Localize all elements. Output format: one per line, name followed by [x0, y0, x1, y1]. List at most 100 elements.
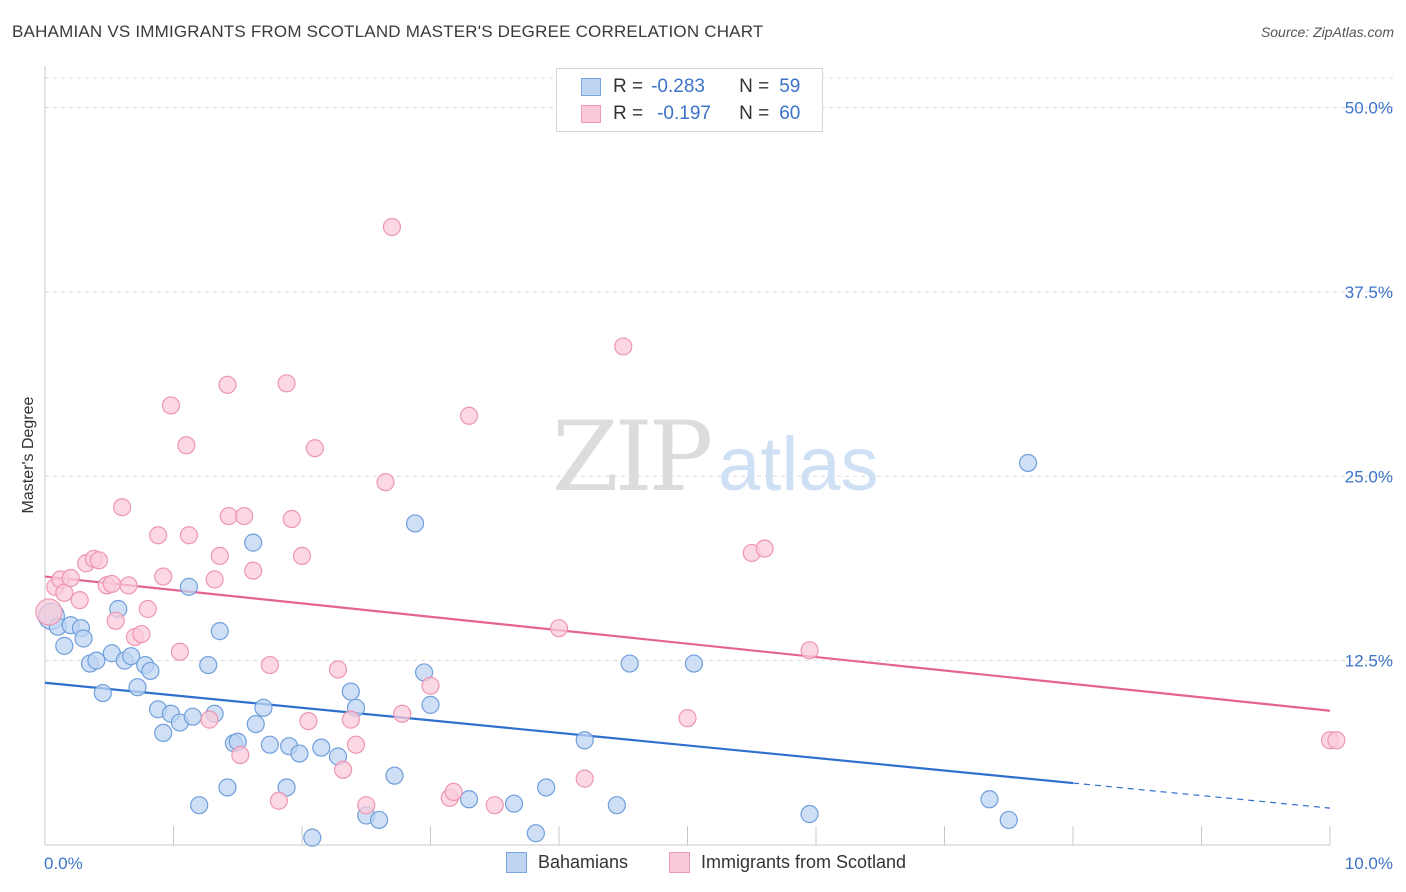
- bahamian-point: [74, 629, 93, 648]
- scotland-point: [231, 745, 250, 765]
- scotland-point: [299, 711, 318, 731]
- bahamian-point: [607, 796, 626, 815]
- bahamian-trend-extension: [1072, 782, 1331, 809]
- scotland-point: [102, 574, 121, 594]
- scotland-point: [393, 704, 412, 723]
- legend-item-scotland[interactable]: Immigrants from Scotland: [669, 852, 906, 873]
- bahamian-trend-line: [44, 681, 1074, 785]
- bahamian-point: [254, 698, 273, 717]
- scotland-point: [218, 375, 237, 394]
- legend-n-value: 60: [779, 103, 801, 124]
- scotland-point: [210, 546, 229, 566]
- legend-r-value: -0.283: [651, 76, 705, 97]
- y-tick-label: 37.5%: [1345, 283, 1393, 302]
- bahamian-point: [154, 723, 173, 743]
- scotland-point: [170, 642, 190, 661]
- scotland-point: [205, 570, 224, 589]
- chart-title: BAHAMIAN VS IMMIGRANTS FROM SCOTLAND MAS…: [12, 22, 764, 41]
- scotland-point: [575, 769, 594, 788]
- scatter-points: [35, 217, 1346, 847]
- y-tick-label: 50.0%: [1345, 99, 1393, 118]
- bahamian-point: [128, 678, 147, 697]
- scotland-point: [269, 791, 288, 810]
- watermark-atlas: atlas: [718, 422, 879, 507]
- bahamian-point: [183, 707, 202, 726]
- bahamian-point: [93, 683, 112, 703]
- legend-series-label: Immigrants from Scotland: [701, 852, 907, 872]
- axes: [44, 66, 1331, 846]
- scotland-point: [444, 782, 463, 802]
- bahamian-point: [980, 790, 999, 809]
- trend-lines: [44, 575, 1331, 809]
- blue-swatch-icon: [506, 852, 527, 873]
- scotland-trend-line: [44, 575, 1331, 712]
- scotland-point: [292, 546, 312, 566]
- legend-n-value: 59: [779, 76, 801, 97]
- bahamian-point: [246, 714, 265, 734]
- scotland-point: [179, 526, 199, 545]
- pink-swatch-icon: [581, 105, 601, 123]
- x-tick-label: 0.0%: [44, 854, 83, 873]
- bahamian-point: [1018, 453, 1038, 473]
- scotland-point: [334, 760, 353, 779]
- bahamian-point: [55, 636, 74, 655]
- y-tick-label: 12.5%: [1345, 652, 1393, 671]
- bahamian-point: [620, 654, 639, 673]
- scotland-point: [346, 735, 366, 754]
- scotland-point: [459, 406, 479, 425]
- bahamian-point: [385, 766, 404, 785]
- source-label: Source: ZipAtlas.com: [1260, 24, 1394, 40]
- bahamian-point: [199, 655, 218, 675]
- bahamian-point: [537, 778, 556, 797]
- x-tick-label: 10.0%: [1345, 854, 1393, 873]
- bahamian-point: [405, 514, 425, 533]
- scotland-point: [421, 676, 440, 695]
- legend-row-scotland: R = -0.197 N = 60: [581, 102, 800, 126]
- correlation-legend: R = -0.283 N = 59 R = -0.197 N = 60: [556, 68, 823, 132]
- legend-series-label: Bahamians: [538, 852, 629, 872]
- legend-item-bahamians[interactable]: Bahamians: [506, 852, 628, 873]
- bahamian-point: [210, 622, 229, 641]
- bahamian-point: [684, 654, 704, 673]
- bahamian-point: [504, 794, 524, 813]
- blue-swatch-icon: [581, 78, 601, 96]
- legend-n-label: N =: [739, 76, 770, 97]
- y-axis-label: Master's Degree: [20, 396, 37, 513]
- series-legend: Bahamians Immigrants from Scotland: [0, 852, 1406, 878]
- bahamian-point: [260, 735, 279, 754]
- watermark-zip: ZIP: [552, 401, 711, 513]
- scotland-point: [161, 396, 181, 415]
- bahamian-point: [244, 533, 263, 552]
- scotland-point: [1327, 731, 1346, 750]
- bahamian-point: [421, 695, 440, 714]
- scotland-point: [106, 611, 125, 630]
- bahamian-point: [190, 796, 209, 815]
- scotland-point: [119, 576, 138, 595]
- bahamian-point: [121, 647, 141, 666]
- scotland-point: [376, 473, 395, 492]
- bahamian-point: [526, 824, 545, 843]
- y-tick-label: 25.0%: [1345, 467, 1393, 486]
- scotland-point: [154, 567, 173, 586]
- scotland-point: [219, 506, 238, 526]
- bahamian-point: [179, 577, 199, 596]
- scotland-point: [357, 796, 376, 815]
- scotland-point: [235, 506, 254, 526]
- bahamian-point: [370, 810, 389, 830]
- bahamian-point: [87, 651, 106, 670]
- bahamian-point: [141, 661, 160, 681]
- bahamian-point: [290, 744, 309, 763]
- scotland-point: [35, 598, 63, 626]
- bahamian-point: [999, 810, 1018, 830]
- bahamian-point: [459, 790, 479, 809]
- scotland-point: [305, 439, 324, 458]
- scotland-point: [70, 591, 89, 610]
- scotland-point: [138, 599, 157, 619]
- scotland-point: [260, 655, 279, 675]
- pink-swatch-icon: [669, 852, 690, 873]
- scotland-point: [549, 619, 569, 638]
- bahamian-point: [312, 738, 331, 757]
- bahamian-point: [218, 778, 237, 797]
- bahamian-point: [800, 804, 819, 824]
